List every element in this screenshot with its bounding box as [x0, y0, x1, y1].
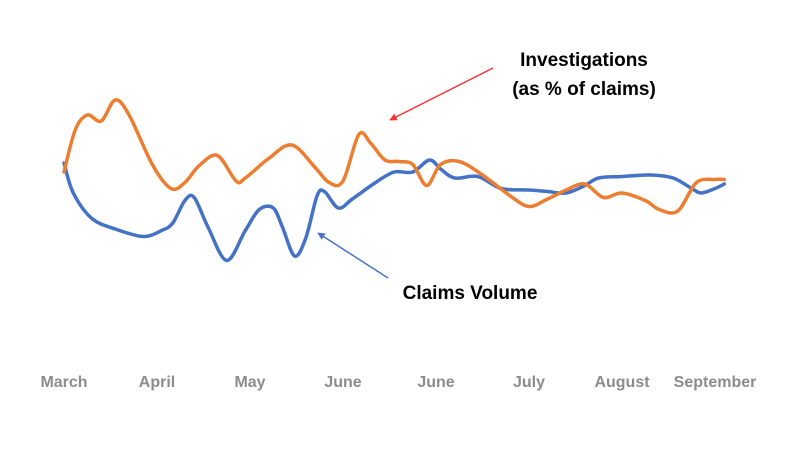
- x-tick-label: September: [674, 374, 757, 391]
- x-tick-label: May: [234, 374, 265, 391]
- investigations-arrow: [389, 67, 494, 121]
- x-tick-label: July: [513, 374, 545, 391]
- x-tick-label: April: [139, 374, 175, 391]
- investigations-label-line-1: Investigations: [520, 50, 648, 71]
- claims-volume-arrow: [317, 232, 389, 279]
- x-tick-label: June: [417, 374, 454, 391]
- x-tick-label: August: [594, 374, 650, 391]
- claims-volume-line: [62, 158, 727, 263]
- x-tick-label: March: [40, 374, 87, 391]
- investigations-line: [62, 98, 727, 215]
- investigations-label-line-2: (as % of claims): [512, 79, 656, 100]
- x-tick-label: June: [324, 374, 361, 391]
- claims-volume-label: Claims Volume: [403, 283, 538, 304]
